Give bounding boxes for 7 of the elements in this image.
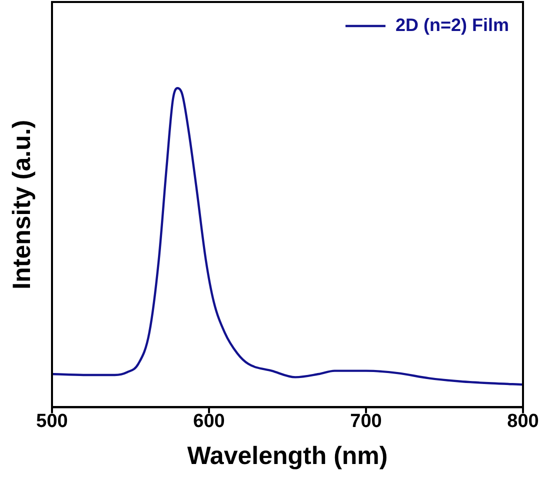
x-tick-label: 600 [193,410,225,432]
x-tick-label: 500 [36,410,68,432]
y-axis-title: Intensity (a.u.) [8,120,36,290]
x-tick-label: 800 [507,410,539,432]
legend-label: 2D (n=2) Film [395,14,510,35]
x-tick-label: 700 [350,410,382,432]
x-axis-title: Wavelength (nm) [187,442,388,470]
